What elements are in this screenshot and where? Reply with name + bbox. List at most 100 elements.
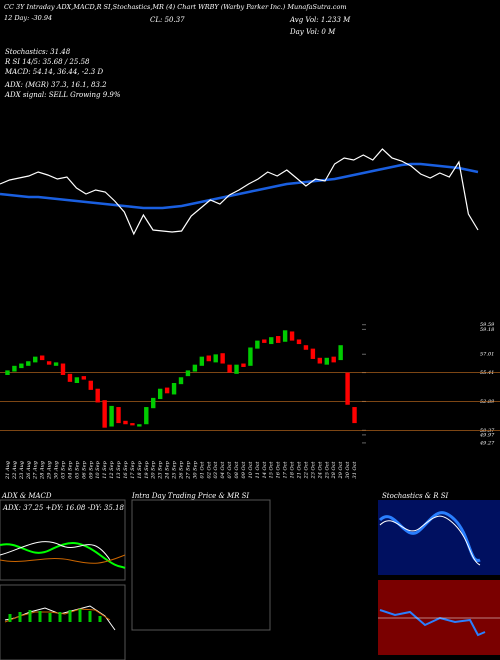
x-tick-label: 09 Sep: [88, 460, 94, 478]
x-tick-label: 11 Oct: [255, 461, 261, 479]
candle: [12, 365, 17, 372]
macd-label: MACD: 54.14, 36.44, -2.3 D: [4, 68, 103, 76]
x-tick-label: 27 Aug: [33, 461, 39, 480]
di-line: [0, 554, 126, 564]
candle: [171, 383, 177, 395]
x-tick-label: 26 Aug: [26, 461, 32, 480]
x-tick-label: 30 Aug: [54, 461, 60, 479]
candle: [26, 361, 31, 366]
candle: [275, 336, 281, 343]
candle: [144, 407, 149, 425]
avgvol-label: Avg Vol: 1.233 M: [289, 16, 351, 24]
x-tick-label: 25 Oct: [324, 461, 330, 480]
x-tick-label: 14 Oct: [262, 461, 268, 479]
day-label: 12 Day: -30.94: [4, 14, 52, 22]
macd-panel: [0, 584, 126, 660]
x-tick-label: 01 Oct: [199, 461, 205, 479]
x-tick-label: 03 Sep: [61, 460, 67, 478]
x-tick-label: 21 Aug: [5, 461, 11, 480]
stoch-label: Stochastics: 31.48: [5, 48, 71, 56]
candle: [282, 330, 288, 342]
candle: [123, 420, 128, 425]
x-tick-label: 18 Sep: [137, 460, 143, 478]
x-tick-label: 25 Sep: [172, 460, 178, 479]
x-tick-label: 12 Sep: [109, 460, 115, 478]
candle: [39, 355, 45, 361]
candle: [185, 370, 191, 377]
candle: [255, 340, 260, 349]
x-tick-label: 26 Sep: [179, 460, 185, 479]
x-tick-label: 28 Aug: [40, 461, 46, 480]
x-tick-label: 30 Oct: [345, 461, 351, 479]
candle: [199, 356, 205, 366]
x-tick-label: 22 Oct: [303, 461, 309, 480]
x-tick-label: 09 Oct: [241, 461, 247, 479]
x-tick-label: 16 Sep: [123, 460, 129, 478]
x-tick-label: 04 Oct: [220, 461, 226, 479]
candle: [60, 363, 66, 375]
x-tick-label: 21 Oct: [297, 461, 303, 480]
adx-title: ADX & MACD: [1, 492, 52, 500]
adx-line: [0, 542, 126, 569]
candle: [206, 355, 211, 362]
candle: [345, 372, 350, 405]
candle: [74, 377, 80, 383]
candle: [192, 364, 198, 372]
candle: [338, 345, 343, 361]
signal-line: [4, 608, 111, 623]
candle: [303, 345, 309, 350]
candle: [296, 339, 302, 345]
di-line: [0, 541, 111, 561]
candle: [33, 356, 38, 363]
x-tick-label: 22 Aug: [12, 461, 18, 480]
adx-label: ADX: (MGR) 37.3, 16.1, 83.2: [4, 81, 107, 89]
ma-line: [0, 162, 479, 210]
x-tick-label: 17 Oct: [283, 461, 289, 479]
x-tick-label: 08 Oct: [234, 461, 240, 479]
x-tick-label: 24 Sep: [165, 460, 171, 479]
candle: [164, 387, 170, 394]
x-tick-label: 23 Aug: [19, 461, 25, 480]
x-tick-label: 15 Oct: [269, 461, 275, 479]
x-tick-label: 02 Oct: [206, 461, 212, 479]
x-tick-label: 29 Oct: [338, 461, 344, 480]
x-tick-label: 17 Sep: [130, 460, 136, 478]
x-tick-label: 24 Oct: [317, 461, 323, 480]
x-tick-label: 20 Sep: [151, 460, 157, 479]
candle: [102, 400, 107, 428]
y-tick-label: 55.41: [480, 370, 494, 376]
y-tick-label: 50.37: [480, 428, 495, 434]
stoch-title: Stochastics & R SI: [382, 492, 449, 500]
candle: [241, 363, 246, 367]
header-line: CC 3Y Intraday ADX,MACD,R SI,Stochastics…: [4, 3, 347, 11]
candle: [19, 363, 24, 369]
x-tick-label: 29 Aug: [47, 461, 53, 480]
x-tick-label: 31 Oct: [352, 461, 358, 479]
adx-panel: [0, 499, 126, 581]
y-tick-label: 49.27: [479, 440, 495, 446]
candle: [95, 388, 100, 403]
y-tick-label: 52.89: [480, 399, 495, 405]
stoch-line: [378, 511, 481, 562]
x-tick-label: 10 Oct: [248, 461, 254, 479]
x-tick-label: 06 Sep: [81, 460, 87, 478]
candle: [46, 361, 52, 365]
x-tick-label: 13 Sep: [116, 460, 122, 478]
y-tick-label: 49.97: [479, 432, 495, 438]
x-tick-label: 30 Sep: [192, 460, 198, 478]
stoch-signal: [379, 515, 481, 566]
signal-label: ADX signal: SELL Growing 9.9%: [4, 91, 121, 99]
candle: [324, 357, 329, 365]
x-tick-label: 05 Sep: [74, 460, 80, 478]
y-tick-label: 59.18: [480, 327, 494, 333]
x-tick-label: 27 Sep: [185, 460, 191, 479]
candle: [81, 376, 87, 380]
candle: [130, 423, 135, 426]
candle: [289, 331, 295, 341]
adx-values: ADX: 37.25 +DY: 16.08 -DY: 35.18: [2, 504, 124, 512]
candle: [109, 405, 114, 427]
x-tick-label: 04 Sep: [67, 460, 73, 478]
candle: [234, 364, 239, 374]
dayvol-label: Day Vol: 0 M: [289, 28, 336, 36]
